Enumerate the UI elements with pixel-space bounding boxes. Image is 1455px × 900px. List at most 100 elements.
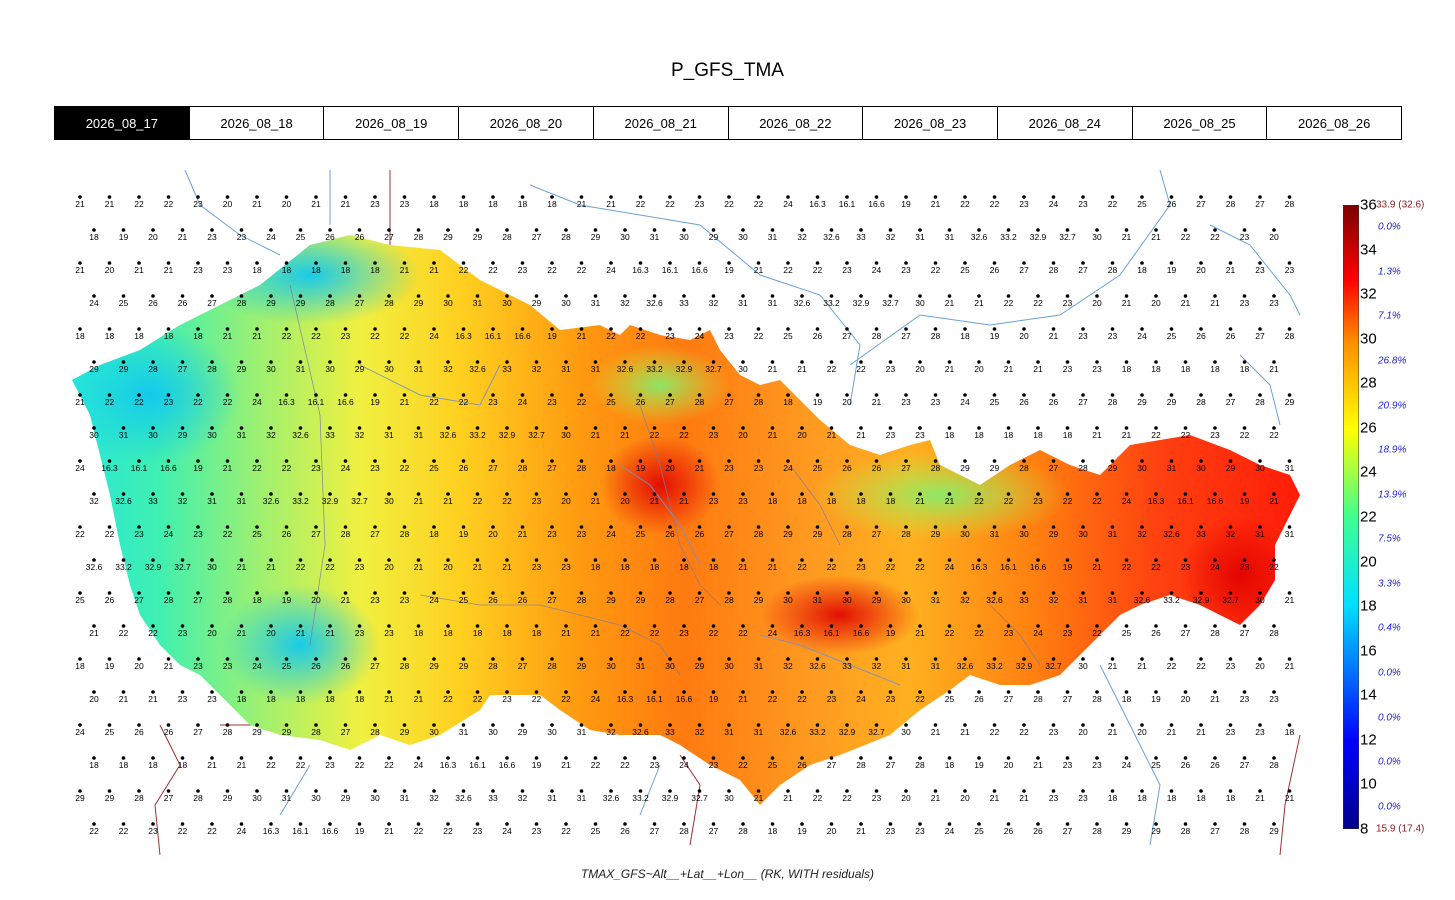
station-dot [682, 360, 686, 364]
station-value: 29 [695, 661, 705, 671]
tab-date-7[interactable]: 2026_08_24 [996, 107, 1132, 139]
tab-date-2[interactable]: 2026_08_19 [323, 107, 459, 139]
map-title: P_GFS_TMA [671, 60, 784, 81]
station-dot [284, 525, 289, 529]
station-dot [107, 393, 112, 397]
station-value: 23 [1063, 364, 1073, 374]
station-value: 22 [1151, 430, 1161, 440]
station-dot [638, 789, 643, 793]
tab-date-6[interactable]: 2026_08_23 [862, 107, 997, 139]
tab-date-3[interactable]: 2026_08_20 [458, 107, 593, 139]
tab-date-0[interactable]: 2026_08_17 [55, 107, 189, 139]
station-value: 18 [325, 694, 335, 704]
station-value: 18 [178, 760, 188, 770]
station-dot [800, 294, 804, 298]
station-value: 27 [1049, 463, 1059, 473]
station-value: 28 [1285, 199, 1295, 209]
station-value: 31 [591, 364, 601, 374]
station-dot [239, 492, 244, 496]
station-dot [652, 360, 657, 364]
station-value: 26 [695, 529, 705, 539]
station-dot [1081, 393, 1085, 397]
station-value: 22 [577, 397, 587, 407]
station-value: 21 [518, 529, 528, 539]
station-dot [92, 624, 96, 628]
station-value: 30 [1019, 529, 1029, 539]
station-dot [78, 393, 82, 397]
tab-date-9[interactable]: 2026_08_26 [1266, 107, 1402, 139]
station-value: 23 [1049, 727, 1059, 737]
station-value: 29 [783, 529, 793, 539]
station-dot [564, 294, 568, 298]
station-dot [1183, 492, 1188, 496]
station-dot [121, 426, 126, 430]
station-value: 25 [105, 727, 115, 737]
station-dot [668, 723, 672, 727]
station-value: 23 [1063, 760, 1073, 770]
station-dot [475, 426, 480, 430]
station-dot [741, 426, 745, 430]
legend-tick-label: 10 [1360, 775, 1377, 793]
station-dot [1095, 558, 1099, 562]
station-value: 30 [89, 430, 99, 440]
station-value: 23 [886, 694, 896, 704]
station-dot [357, 558, 362, 562]
station-dot [239, 822, 244, 826]
station-value: 22 [665, 199, 675, 209]
station-dot [1095, 426, 1099, 430]
station-value: 33 [665, 727, 675, 737]
station-value: 33.2 [115, 562, 132, 572]
station-value: 32 [443, 364, 453, 374]
station-dot [564, 756, 568, 760]
tab-date-8[interactable]: 2026_08_25 [1131, 107, 1267, 139]
station-value: 21 [207, 760, 217, 770]
station-dot [534, 360, 539, 364]
station-value: 23 [193, 199, 203, 209]
station-dot [210, 756, 214, 760]
station-value: 30 [901, 727, 911, 737]
station-dot [963, 327, 967, 331]
station-dot [1051, 459, 1056, 463]
station-dot [520, 789, 525, 793]
station-dot [298, 690, 303, 694]
station-value: 21 [119, 694, 129, 704]
station-value: 30 [429, 727, 439, 737]
station-dot [579, 657, 584, 661]
legend-percent-label: 20.9% [1378, 400, 1407, 412]
tab-date-4[interactable]: 2026_08_21 [592, 107, 728, 139]
station-value: 26 [1151, 628, 1161, 638]
station-value: 20 [901, 793, 911, 803]
station-value: 21 [1092, 562, 1102, 572]
station-value: 32 [960, 595, 970, 605]
station-dot [402, 591, 407, 595]
station-dot [239, 360, 244, 364]
station-dot [269, 690, 273, 694]
station-value: 27 [547, 595, 557, 605]
station-dot [947, 426, 952, 430]
tab-date-5[interactable]: 2026_08_22 [727, 107, 863, 139]
station-value: 22 [842, 793, 852, 803]
station-dot [314, 525, 318, 529]
station-value: 21 [384, 694, 394, 704]
station-value: 28 [754, 397, 764, 407]
station-dot [1228, 195, 1233, 199]
station-dot [402, 525, 407, 529]
station-value: 26 [178, 298, 188, 308]
station-value: 29 [591, 232, 601, 242]
station-value: 16.1 [823, 628, 840, 638]
station-value: 23 [547, 529, 557, 539]
station-value: 29 [931, 529, 941, 539]
station-dot [534, 756, 539, 760]
station-dot [328, 294, 332, 298]
station-value: 30 [1196, 463, 1206, 473]
station-value: 28 [341, 529, 351, 539]
station-value: 27 [842, 331, 852, 341]
station-dot [933, 657, 938, 661]
station-value: 19 [636, 463, 646, 473]
tab-date-1[interactable]: 2026_08_18 [188, 107, 324, 139]
station-value: 27 [341, 727, 351, 737]
station-dot [1124, 624, 1129, 628]
station-dot [1022, 261, 1026, 265]
station-dot [1124, 294, 1129, 298]
station-dot [1199, 459, 1203, 463]
